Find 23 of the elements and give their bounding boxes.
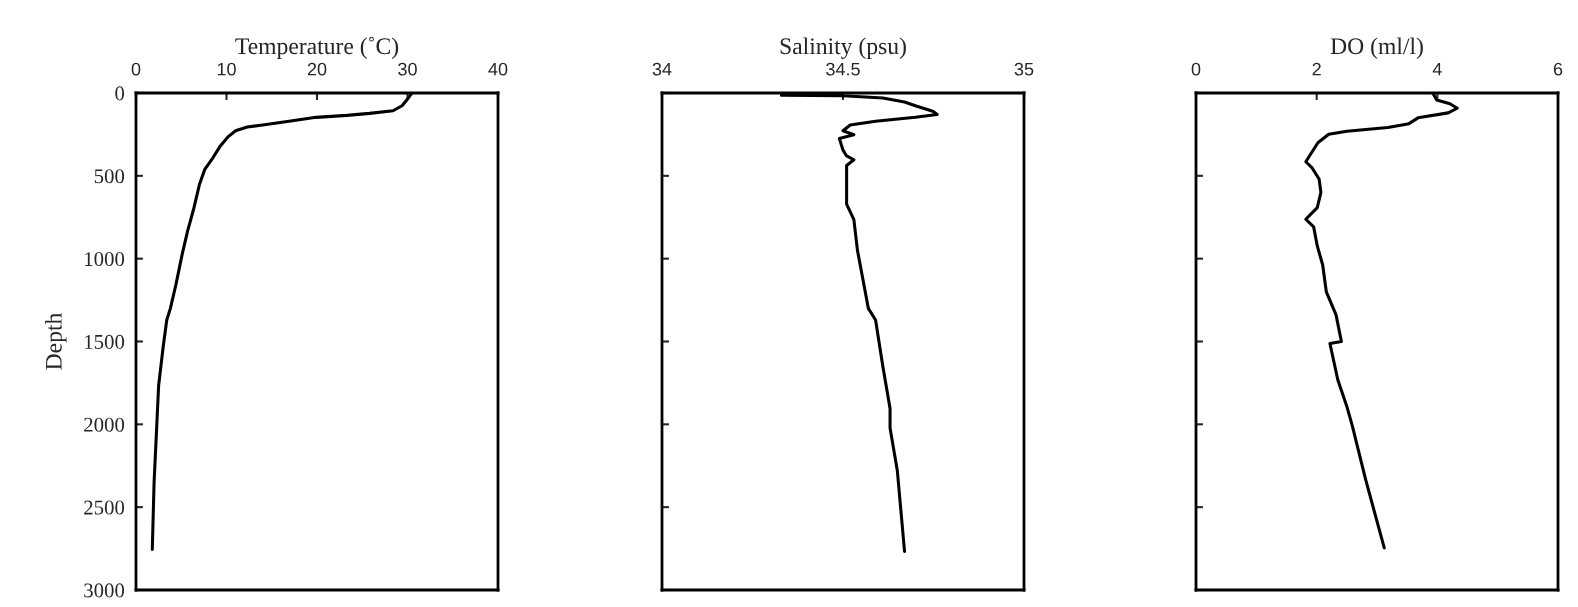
x-tick-label: 0 — [1191, 62, 1201, 76]
y-tick-label: 2000 — [84, 417, 125, 432]
x-tick-label: 0 — [131, 62, 141, 76]
x-tick-label: 2 — [1312, 62, 1321, 76]
x-tick-label: 35 — [1014, 62, 1034, 76]
x-axis-title: DO (ml/l) — [1330, 37, 1423, 59]
x-tick-label: 34.5 — [826, 62, 860, 76]
y-tick-label: 1000 — [85, 252, 125, 267]
y-tick-label: 3000 — [84, 583, 125, 598]
x-tick-label: 34 — [652, 62, 672, 76]
x-tick-label: 20 — [307, 62, 327, 76]
x-tick-label: 30 — [398, 62, 417, 76]
x-tick-label: 40 — [488, 62, 508, 76]
x-axis-title: Temperature (˚C) — [235, 36, 399, 59]
x-tick-label: 10 — [217, 62, 236, 76]
y-tick-label: 1500 — [85, 334, 125, 349]
x-tick-label: 4 — [1432, 62, 1442, 76]
x-axis-title: Salinity (psu) — [780, 37, 906, 60]
y-axis-title: Depth — [45, 312, 67, 370]
y-tick-label: 500 — [94, 169, 125, 184]
y-tick-label: 2500 — [84, 500, 125, 515]
x-tick-label: 6 — [1553, 62, 1563, 76]
y-tick-label: 0 — [115, 86, 125, 101]
